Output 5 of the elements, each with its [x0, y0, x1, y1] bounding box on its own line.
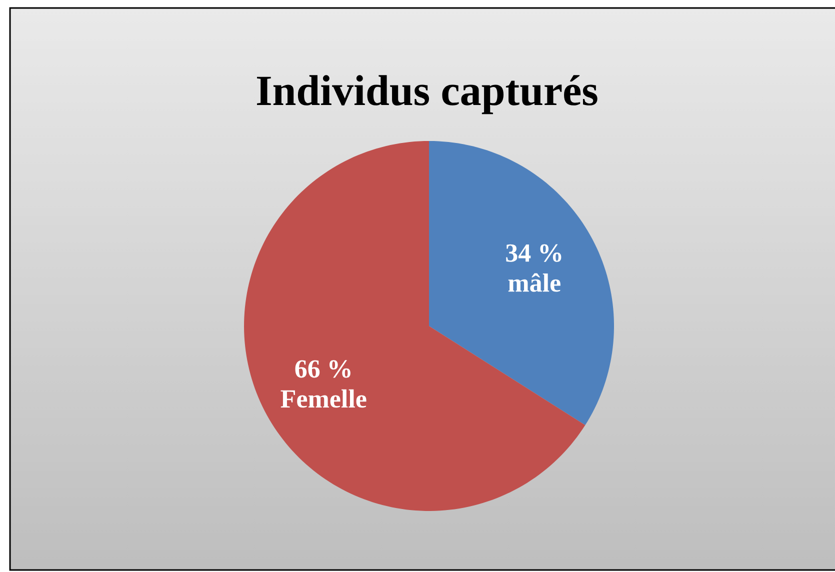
slice-label: Femelle: [280, 389, 366, 408]
data-label: 66 %: [295, 360, 350, 378]
data-label: 34 %: [506, 244, 562, 262]
chart-title: Individus capturés: [257, 75, 598, 114]
slice-label: mâle: [508, 273, 560, 292]
